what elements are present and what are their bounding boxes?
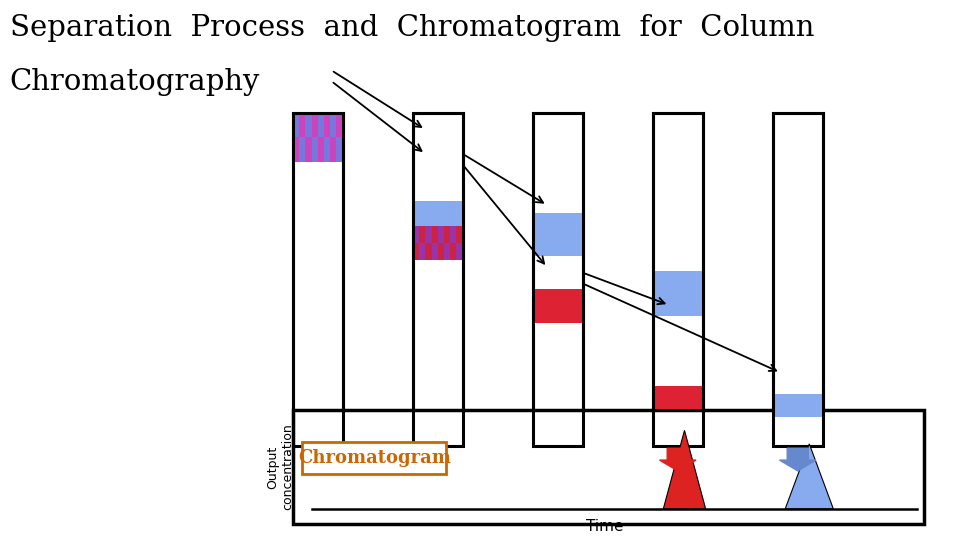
Bar <box>324 113 330 138</box>
Bar <box>425 243 432 260</box>
Bar <box>305 113 311 138</box>
Bar <box>444 243 450 260</box>
Bar <box>413 243 419 260</box>
Bar <box>533 113 583 446</box>
Bar <box>300 138 305 161</box>
Bar <box>450 243 457 260</box>
Bar <box>300 113 305 138</box>
Bar <box>413 226 419 243</box>
Bar <box>457 226 463 243</box>
Bar <box>425 226 432 243</box>
FancyArrow shape <box>660 448 696 471</box>
Bar <box>653 271 703 316</box>
Bar <box>773 113 823 446</box>
Bar <box>330 113 336 138</box>
Text: Separation  Process  and  Chromatogram  for  Column: Separation Process and Chromatogram for … <box>10 14 814 42</box>
Bar <box>450 226 457 243</box>
Bar <box>336 138 343 161</box>
Bar <box>318 113 324 138</box>
Bar <box>419 226 425 243</box>
Text: Chromatogram: Chromatogram <box>298 449 451 467</box>
Bar <box>311 113 318 138</box>
Bar <box>457 243 463 260</box>
Bar <box>293 113 343 446</box>
Bar <box>653 113 703 446</box>
Bar <box>302 442 446 474</box>
Bar <box>438 226 444 243</box>
Bar <box>533 113 583 446</box>
Bar <box>305 138 311 161</box>
Bar <box>293 113 300 138</box>
Bar <box>330 138 336 161</box>
Bar <box>773 394 823 417</box>
Bar <box>773 113 823 446</box>
Bar <box>444 226 450 243</box>
Bar <box>533 213 583 256</box>
Bar <box>293 410 924 524</box>
Text: Chromatography: Chromatography <box>10 68 260 96</box>
Text: Output
concentration: Output concentration <box>266 424 295 510</box>
Bar <box>324 138 330 161</box>
Bar <box>318 138 324 161</box>
Text: Time: Time <box>586 518 624 534</box>
Bar <box>413 113 463 446</box>
Bar <box>653 386 703 409</box>
FancyArrow shape <box>780 448 816 471</box>
Bar <box>533 289 583 322</box>
Bar <box>311 138 318 161</box>
Polygon shape <box>785 444 833 509</box>
Bar <box>413 201 463 226</box>
Bar <box>438 243 444 260</box>
Bar <box>293 138 300 161</box>
Bar <box>293 113 343 446</box>
Bar <box>413 113 463 446</box>
Bar <box>336 113 343 138</box>
Bar <box>431 243 438 260</box>
Bar <box>419 243 425 260</box>
Bar <box>431 226 438 243</box>
Bar <box>653 113 703 446</box>
Polygon shape <box>663 430 706 509</box>
